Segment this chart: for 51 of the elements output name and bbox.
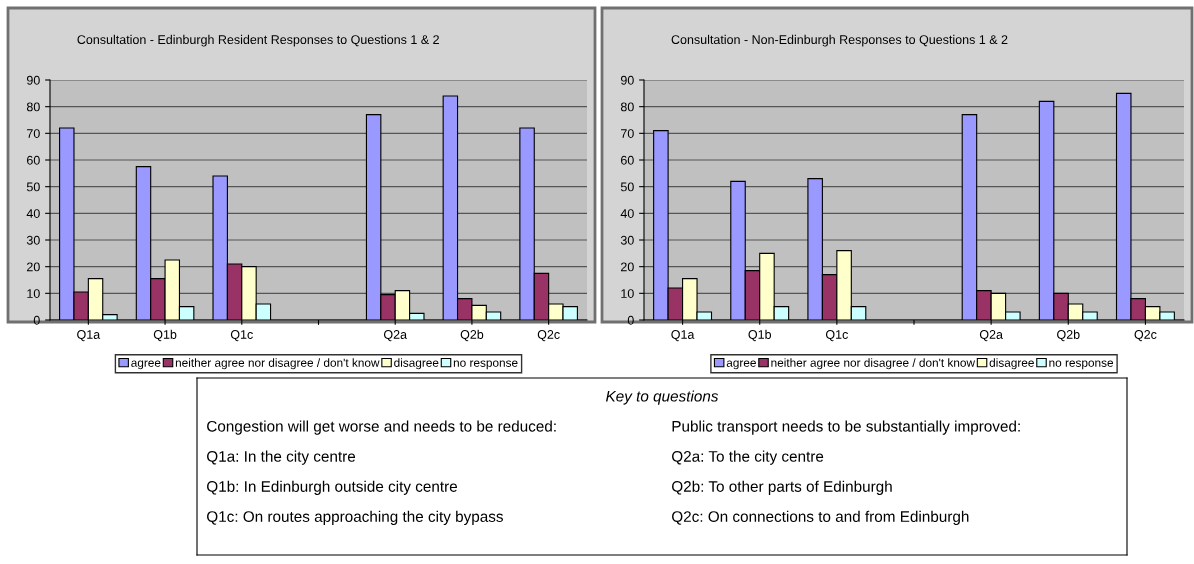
text: Q1a: In the city centre xyxy=(207,450,356,465)
y-tick-label: 90 xyxy=(620,75,634,85)
text: Q2a: To the city centre xyxy=(672,450,824,465)
x-tick-label: Q2b xyxy=(460,329,484,342)
legend-label: disagree xyxy=(989,358,1034,370)
x-tick-label: Q1c xyxy=(230,330,253,342)
y-tick-label: 20 xyxy=(621,262,634,272)
text: Q1c: On routes approaching the city bypass xyxy=(207,510,503,525)
x-tick-label: Q1a xyxy=(77,330,101,342)
legend-label: neither agree nor disagree / don't know xyxy=(771,358,976,370)
x-tick-label: Q1b xyxy=(153,329,177,342)
x-tick-label: Q1c xyxy=(825,330,848,342)
x-tick-label: Q2a xyxy=(979,330,1003,342)
text: Key to questions xyxy=(605,390,719,405)
y-tick-label: 80 xyxy=(26,102,40,112)
legend-label: agree xyxy=(131,360,161,370)
text: Public transport needs to be substantially improved: xyxy=(672,420,1020,435)
legend-label: agree xyxy=(726,360,756,370)
text: Q2c: On connections to and from Edinburgh xyxy=(672,510,969,525)
y-tick-label: 40 xyxy=(26,209,40,218)
y-tick-label: 80 xyxy=(620,102,634,112)
y-tick-label: 60 xyxy=(27,155,40,165)
x-tick-label: Q1b xyxy=(748,329,771,342)
y-tick-label: 20 xyxy=(27,262,40,272)
text: Q2b: To other parts of Edinburgh xyxy=(672,480,892,495)
y-tick-label: 50 xyxy=(620,182,634,192)
x-tick-label: Q2a xyxy=(383,330,408,342)
text: Q1b: In Edinburgh outside city centre xyxy=(207,480,457,495)
y-tick-label: 70 xyxy=(27,129,40,138)
chart-title: Consultation - Non-Edinburgh Responses to Questions 1 & 2 xyxy=(671,34,1008,47)
y-tick-label: 10 xyxy=(621,289,634,298)
chart-title: Consultation - Edinburgh Resident Responses to Questions 1 & 2 xyxy=(77,34,439,47)
y-tick-label: 90 xyxy=(26,75,40,85)
y-tick-label: 30 xyxy=(26,235,40,245)
x-tick-label: Q2c xyxy=(1134,330,1157,342)
y-tick-label: 10 xyxy=(27,289,40,298)
x-tick-label: Q1a xyxy=(671,330,695,342)
text: Congestion will get worse and needs to be reduced: xyxy=(207,420,556,435)
legend-label: neither agree nor disagree / don't know xyxy=(175,358,380,370)
legend-label: disagree xyxy=(394,358,439,370)
y-tick-label: 0 xyxy=(627,315,634,325)
x-tick-label: Q2b xyxy=(1057,329,1080,342)
legend-label: no response xyxy=(1049,360,1114,370)
y-tick-label: 40 xyxy=(620,209,634,218)
y-tick-label: 70 xyxy=(621,129,634,138)
y-tick-label: 50 xyxy=(26,182,40,192)
y-tick-label: 60 xyxy=(621,155,634,165)
x-tick-label: Q2c xyxy=(537,330,560,342)
legend-label: no response xyxy=(453,360,518,370)
y-tick-label: 0 xyxy=(33,315,40,325)
y-tick-label: 30 xyxy=(620,235,634,245)
